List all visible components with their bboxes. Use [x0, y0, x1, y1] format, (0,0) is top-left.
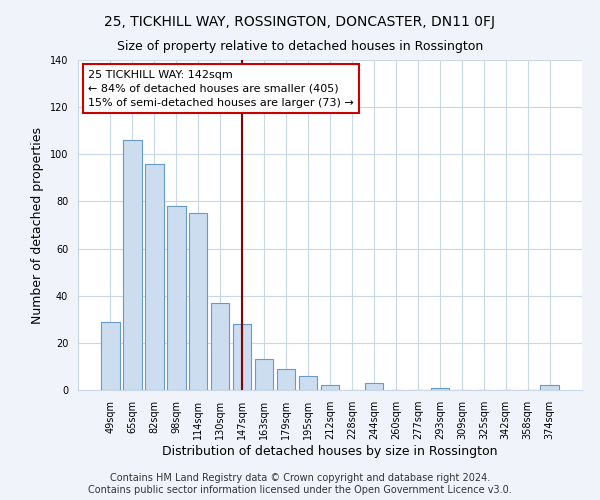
Bar [101, 322, 119, 390]
Bar [211, 303, 229, 390]
Bar [233, 324, 251, 390]
Bar [189, 213, 208, 390]
Bar [167, 206, 185, 390]
Bar [320, 386, 340, 390]
Text: Contains HM Land Registry data © Crown copyright and database right 2024.
Contai: Contains HM Land Registry data © Crown c… [88, 474, 512, 495]
Bar [255, 360, 274, 390]
Text: 25, TICKHILL WAY, ROSSINGTON, DONCASTER, DN11 0FJ: 25, TICKHILL WAY, ROSSINGTON, DONCASTER,… [104, 15, 496, 29]
Bar [431, 388, 449, 390]
Y-axis label: Number of detached properties: Number of detached properties [31, 126, 44, 324]
X-axis label: Distribution of detached houses by size in Rossington: Distribution of detached houses by size … [162, 445, 498, 458]
Bar [145, 164, 164, 390]
Bar [277, 369, 295, 390]
Bar [541, 386, 559, 390]
Text: Size of property relative to detached houses in Rossington: Size of property relative to detached ho… [117, 40, 483, 53]
Text: 25 TICKHILL WAY: 142sqm
← 84% of detached houses are smaller (405)
15% of semi-d: 25 TICKHILL WAY: 142sqm ← 84% of detache… [88, 70, 354, 108]
Bar [123, 140, 142, 390]
Bar [365, 383, 383, 390]
Bar [299, 376, 317, 390]
